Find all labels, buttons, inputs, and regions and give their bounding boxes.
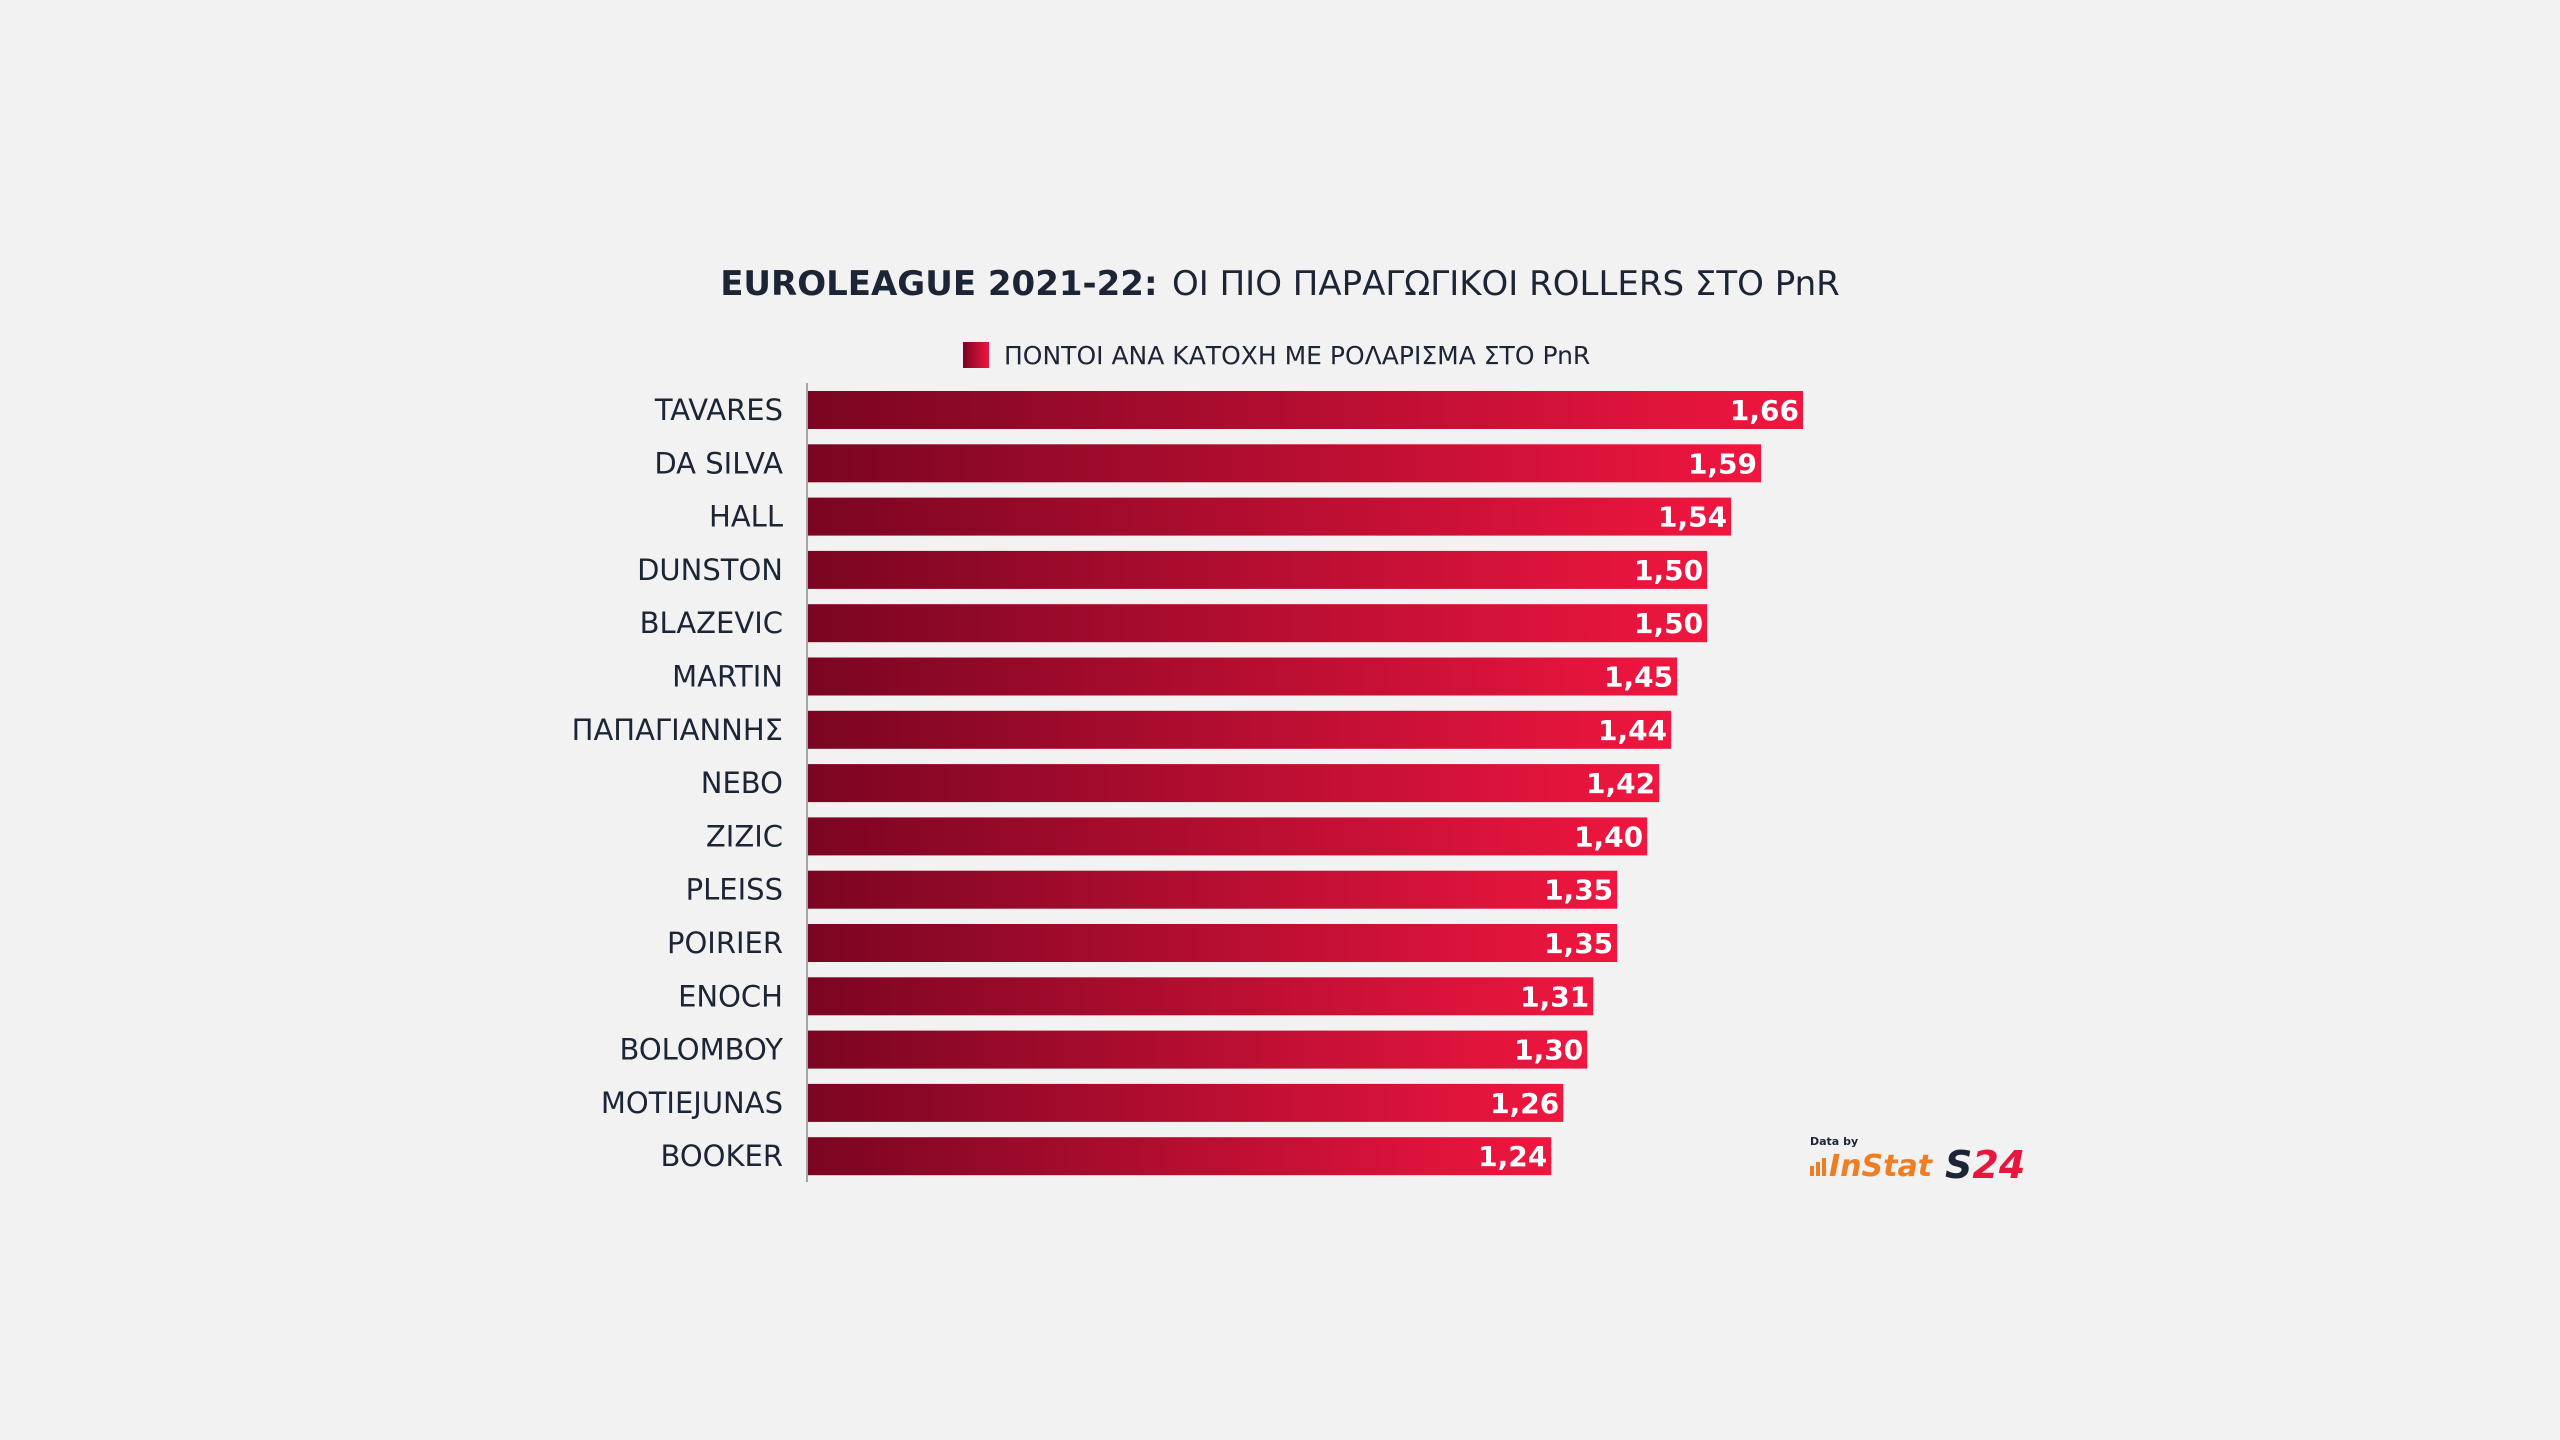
value-label-11: 1,31 [1520, 980, 1589, 1013]
value-label-7: 1,42 [1586, 767, 1655, 800]
value-label-8: 1,40 [1574, 820, 1643, 853]
instat-bar-2 [1816, 1162, 1820, 1176]
category-label-9: PLEISS [686, 873, 783, 907]
value-label-2: 1,54 [1658, 501, 1727, 534]
category-label-13: MOTIEJUNAS [601, 1086, 783, 1120]
instat-bar-3 [1822, 1158, 1826, 1176]
bar-4 [808, 604, 1708, 643]
bar-6 [808, 710, 1672, 749]
bar-7 [808, 764, 1660, 803]
bar-0 [808, 391, 1803, 429]
s24-logo: S24 [1945, 1143, 2025, 1187]
bar-14 [808, 1137, 1552, 1176]
value-label-12: 1,30 [1514, 1034, 1583, 1067]
value-label-9: 1,35 [1544, 874, 1613, 907]
category-label-10: POIRIER [667, 926, 783, 960]
credits: Data by InStat S24 [1810, 1135, 2025, 1187]
bar-5 [808, 657, 1678, 696]
value-label-10: 1,35 [1544, 927, 1613, 960]
bar-12 [808, 1030, 1588, 1069]
legend-label: ΠΟΝΤΟΙ ΑΝΑ ΚΑΤΟΧΗ ΜΕ ΡΟΛΑΡΙΣΜΑ ΣΤΟ PnR [1004, 341, 1590, 370]
bar-1 [808, 444, 1762, 483]
category-label-14: BOOKER [660, 1139, 783, 1173]
bar-2 [808, 497, 1732, 536]
s24-logo-text: S [1945, 1143, 1972, 1187]
bars-group [808, 391, 1803, 1176]
category-label-3: DUNSTON [637, 553, 783, 587]
bar-13 [808, 1083, 1564, 1122]
s24-logo-number: 24 [1972, 1143, 2025, 1187]
value-label-13: 1,26 [1490, 1087, 1559, 1120]
category-label-5: MARTIN [672, 660, 783, 694]
data-by-label: Data by [1810, 1135, 1858, 1148]
category-label-1: DA SILVA [654, 446, 783, 480]
category-label-2: HALL [709, 500, 783, 534]
value-label-5: 1,45 [1604, 661, 1673, 694]
bar-9 [808, 870, 1618, 909]
category-label-6: ΠΑΠΑΓΙΑΝΝΗΣ [572, 713, 783, 747]
value-label-1: 1,59 [1688, 447, 1757, 480]
value-label-6: 1,44 [1598, 714, 1667, 747]
value-label-4: 1,50 [1634, 607, 1703, 640]
chart-title-rest: ΟΙ ΠΙΟ ΠΑΡΑΓΩΓΙΚΟΙ ROLLERS ΣΤΟ PnR [1172, 264, 1840, 304]
bar-10 [808, 924, 1618, 962]
category-label-0: TAVARES [654, 393, 783, 427]
chart-title-bold: EUROLEAGUE 2021-22: [720, 264, 1157, 304]
category-label-12: BOLOMBOY [619, 1033, 783, 1067]
instat-logo: InStat [1810, 1149, 1934, 1184]
instat-wordmark: InStat [1829, 1149, 1934, 1184]
category-label-7: NEBO [701, 766, 783, 800]
chart-title: EUROLEAGUE 2021-22: ΟΙ ΠΙΟ ΠΑΡΑΓΩΓΙΚΟΙ R… [720, 264, 1840, 304]
legend-swatch [963, 342, 989, 368]
value-labels: 1,66 1,59 1,54 1,50 1,50 1,45 1,44 1,42 1,40 1,35… [1478, 394, 1799, 1173]
value-label-3: 1,50 [1634, 554, 1703, 587]
bar-3 [808, 550, 1708, 589]
bar-8 [808, 817, 1648, 856]
bar-11 [808, 977, 1594, 1016]
category-label-4: BLAZEVIC [640, 606, 783, 640]
value-label-0: 1,66 [1730, 394, 1799, 427]
instat-bar-1 [1810, 1166, 1814, 1176]
legend: ΠΟΝΤΟΙ ΑΝΑ ΚΑΤΟΧΗ ΜΕ ΡΟΛΑΡΙΣΜΑ ΣΤΟ PnR [963, 341, 1590, 370]
category-label-8: ZIZIC [706, 819, 783, 853]
category-label-11: ENOCH [678, 979, 783, 1013]
category-labels: TAVARES DA SILVA HALL DUNSTON BLAZEVIC MARTIN… [572, 393, 784, 1173]
value-label-14: 1,24 [1478, 1140, 1547, 1173]
